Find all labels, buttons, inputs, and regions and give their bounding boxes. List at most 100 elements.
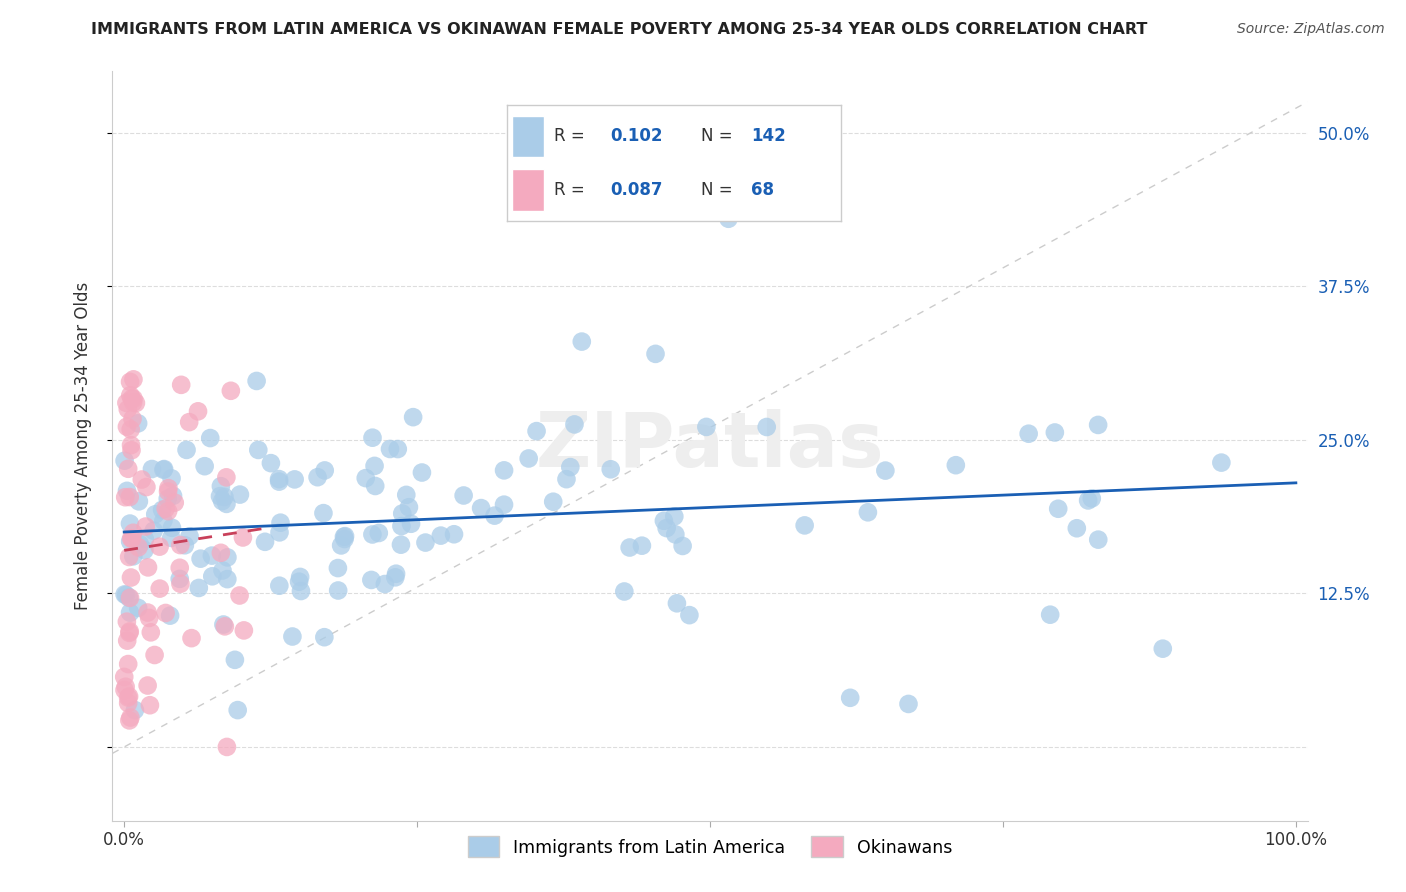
Immigrants from Latin America	[214, 490, 236, 504]
Immigrants from Latin America	[555, 472, 578, 486]
Immigrants from Latin America	[655, 521, 678, 535]
Text: ZIPatlas: ZIPatlas	[536, 409, 884, 483]
Immigrants from Latin America	[217, 550, 239, 565]
Immigrants from Latin America	[270, 516, 292, 530]
Immigrants from Latin America	[326, 561, 349, 575]
Immigrants from Latin America	[1152, 641, 1174, 656]
Immigrants from Latin America	[217, 572, 239, 586]
Okinawans	[112, 670, 135, 684]
Immigrants from Latin America	[269, 525, 291, 540]
Immigrants from Latin America	[402, 410, 425, 425]
Okinawans	[120, 438, 142, 452]
Immigrants from Latin America	[361, 527, 384, 541]
Immigrants from Latin America	[253, 534, 276, 549]
Okinawans	[209, 546, 232, 560]
Immigrants from Latin America	[619, 541, 641, 555]
Immigrants from Latin America	[755, 420, 778, 434]
Okinawans	[117, 657, 139, 671]
Okinawans	[131, 473, 153, 487]
Okinawans	[120, 532, 142, 546]
Immigrants from Latin America	[246, 374, 269, 388]
Okinawans	[121, 412, 143, 426]
Immigrants from Latin America	[1077, 493, 1099, 508]
Immigrants from Latin America	[134, 543, 156, 558]
Immigrants from Latin America	[1018, 426, 1040, 441]
Okinawans	[155, 606, 177, 620]
Okinawans	[157, 484, 180, 499]
Immigrants from Latin America	[1066, 521, 1088, 535]
Okinawans	[115, 419, 138, 434]
Okinawans	[117, 696, 139, 710]
Immigrants from Latin America	[389, 538, 412, 552]
Immigrants from Latin America	[897, 697, 920, 711]
Immigrants from Latin America	[118, 591, 141, 605]
Immigrants from Latin America	[208, 489, 231, 503]
Immigrants from Latin America	[211, 494, 233, 508]
Okinawans	[214, 619, 236, 633]
Immigrants from Latin America	[571, 334, 593, 349]
Okinawans	[120, 388, 142, 402]
Immigrants from Latin America	[153, 462, 176, 476]
Immigrants from Latin America	[120, 606, 142, 620]
Okinawans	[118, 625, 141, 640]
Immigrants from Latin America	[229, 487, 252, 501]
Immigrants from Latin America	[945, 458, 967, 473]
Immigrants from Latin America	[143, 508, 166, 522]
Immigrants from Latin America	[398, 500, 420, 515]
Immigrants from Latin America	[391, 519, 413, 533]
Immigrants from Latin America	[541, 494, 564, 508]
Immigrants from Latin America	[312, 506, 335, 520]
Okinawans	[179, 415, 201, 429]
Okinawans	[228, 589, 250, 603]
Okinawans	[232, 531, 254, 545]
Okinawans	[127, 541, 149, 555]
Okinawans	[114, 680, 136, 694]
Immigrants from Latin America	[128, 537, 150, 551]
Okinawans	[187, 404, 209, 418]
Immigrants from Latin America	[160, 471, 183, 485]
Immigrants from Latin America	[363, 458, 385, 473]
Immigrants from Latin America	[122, 549, 145, 564]
Immigrants from Latin America	[1087, 417, 1109, 432]
Immigrants from Latin America	[644, 347, 666, 361]
Immigrants from Latin America	[399, 516, 422, 531]
Okinawans	[118, 591, 141, 605]
Okinawans	[118, 624, 141, 639]
Okinawans	[169, 538, 191, 552]
Immigrants from Latin America	[526, 424, 548, 438]
Okinawans	[136, 679, 159, 693]
Immigrants from Latin America	[247, 442, 270, 457]
Okinawans	[170, 377, 193, 392]
Immigrants from Latin America	[387, 442, 409, 456]
Immigrants from Latin America	[374, 577, 396, 591]
Immigrants from Latin America	[678, 608, 700, 623]
Immigrants from Latin America	[717, 211, 740, 226]
Okinawans	[215, 470, 238, 484]
Immigrants from Latin America	[333, 532, 356, 546]
Immigrants from Latin America	[364, 479, 387, 493]
Immigrants from Latin America	[665, 596, 688, 610]
Immigrants from Latin America	[288, 574, 311, 589]
Immigrants from Latin America	[118, 516, 141, 531]
Okinawans	[118, 714, 141, 728]
Okinawans	[120, 710, 142, 724]
Immigrants from Latin America	[269, 579, 291, 593]
Immigrants from Latin America	[564, 417, 586, 432]
Okinawans	[180, 631, 202, 645]
Okinawans	[125, 396, 148, 410]
Immigrants from Latin America	[470, 501, 492, 516]
Immigrants from Latin America	[839, 690, 862, 705]
Immigrants from Latin America	[517, 451, 540, 466]
Immigrants from Latin America	[411, 466, 433, 480]
Immigrants from Latin America	[141, 462, 163, 476]
Immigrants from Latin America	[354, 471, 377, 485]
Immigrants from Latin America	[328, 583, 350, 598]
Okinawans	[157, 481, 180, 495]
Immigrants from Latin America	[150, 503, 173, 517]
Okinawans	[115, 633, 138, 648]
Immigrants from Latin America	[120, 534, 142, 549]
Immigrants from Latin America	[652, 514, 675, 528]
Immigrants from Latin America	[124, 703, 146, 717]
Okinawans	[115, 615, 138, 629]
Immigrants from Latin America	[187, 581, 209, 595]
